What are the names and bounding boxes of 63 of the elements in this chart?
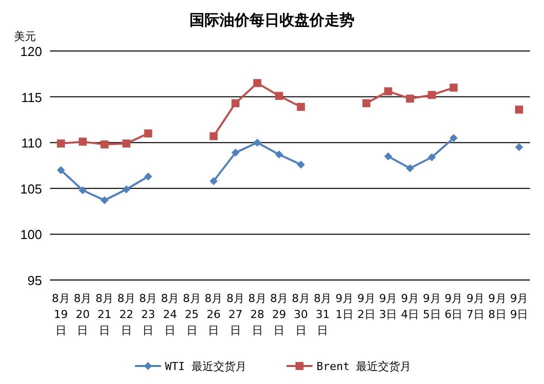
x-tick-label: 8月25日 [182, 292, 201, 337]
x-tick-label: 9月8日 [488, 292, 506, 321]
point [144, 172, 152, 180]
x-tick-label: 8月28日 [248, 292, 266, 337]
legend-label: Brent 最近交货月 [316, 360, 412, 373]
x-tick-label: 9月1日 [336, 292, 354, 321]
point [122, 140, 130, 148]
x-tick-label: 8月21日 [96, 292, 114, 337]
point [428, 153, 436, 162]
y-tick-label: 100 [20, 227, 42, 242]
point [406, 164, 414, 172]
point [100, 196, 109, 204]
point [78, 186, 87, 194]
y-tick-label: 105 [20, 181, 42, 196]
x-tick-label: 8月22日 [117, 292, 136, 337]
point [56, 166, 65, 174]
point [210, 132, 218, 140]
point [362, 99, 370, 108]
chart-title: 国际油价每日收盘价走势 [190, 11, 354, 29]
point [144, 129, 152, 138]
point [428, 90, 436, 99]
legend-label: WTI 最近交货月 [165, 360, 246, 373]
point [231, 148, 240, 157]
point [450, 134, 458, 142]
y-tick-label: 95 [28, 273, 42, 288]
x-tick-label: 9月2日 [357, 292, 376, 321]
x-tick-label: 8月20日 [74, 292, 92, 337]
x-tick-label: 8月23日 [139, 292, 158, 337]
x-tick-label: 8月30日 [292, 292, 310, 337]
point [384, 87, 392, 96]
point [231, 99, 240, 108]
x-tick-label: 8月26日 [204, 292, 223, 337]
point [210, 177, 218, 186]
x-tick-label: 8月29日 [270, 292, 288, 337]
point [450, 84, 458, 92]
point [78, 138, 87, 146]
x-tick-label: 9月5日 [422, 292, 441, 321]
point [275, 92, 284, 100]
x-tick-label: 9月4日 [401, 292, 419, 321]
x-tick-label: 8月19日 [52, 292, 70, 337]
y-tick-label: 115 [21, 90, 42, 105]
x-tick-label: 8月27日 [226, 292, 244, 337]
x-tick-label: 9月9日 [510, 292, 528, 321]
point [253, 138, 262, 147]
x-tick-label: 9月7日 [466, 292, 484, 321]
y-tick-label: 120 [20, 44, 42, 59]
point [253, 79, 262, 88]
point [122, 185, 130, 194]
x-tick-label: 8月31日 [314, 292, 332, 337]
point [56, 140, 65, 148]
point [296, 160, 305, 169]
point [100, 140, 109, 148]
point [384, 152, 392, 160]
x-tick-label: 9月6日 [444, 292, 463, 321]
x-tick-label: 8月24日 [161, 292, 179, 337]
point [515, 106, 524, 114]
point [515, 143, 524, 152]
point [406, 94, 414, 103]
y-axis-title: 美元 [14, 30, 36, 43]
point [275, 150, 284, 159]
x-tick-label: 9月3日 [379, 292, 398, 321]
point [296, 102, 305, 111]
y-tick-label: 110 [21, 136, 42, 151]
